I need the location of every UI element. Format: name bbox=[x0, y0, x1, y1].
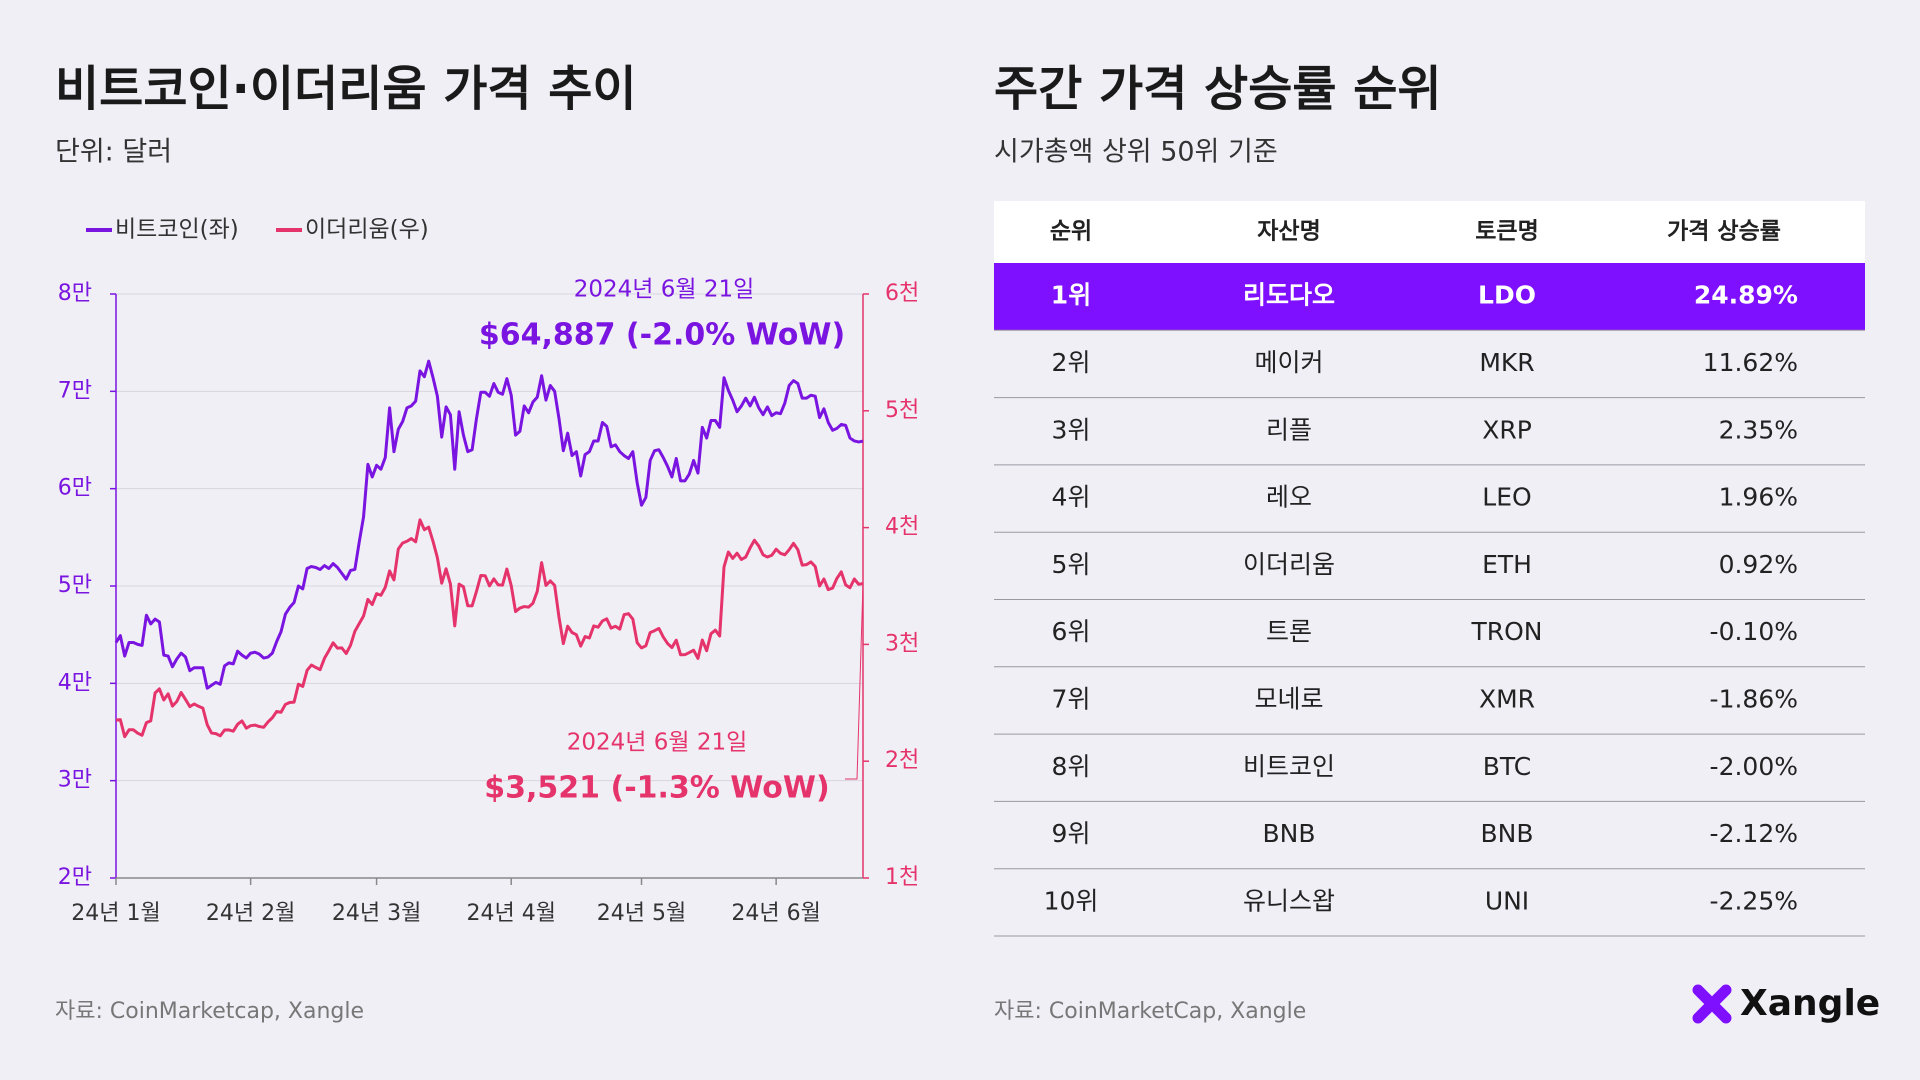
legend-label: 비트코인(좌) bbox=[115, 217, 239, 243]
table-cell: -2.12% bbox=[1710, 819, 1798, 848]
table-cell: 2.35% bbox=[1719, 415, 1798, 444]
chart-source: 자료: CoinMarketcap, Xangle bbox=[55, 999, 364, 1024]
table-cell: 9위 bbox=[1052, 819, 1091, 848]
table-cell: 4위 bbox=[1052, 483, 1091, 512]
table-cell: 11.62% bbox=[1703, 348, 1798, 377]
y2-tick-label: 2천 bbox=[885, 748, 919, 773]
y2-tick-label: 1천 bbox=[885, 865, 919, 890]
highlight-row bbox=[994, 263, 1865, 331]
chart-title: 비트코인·이더리움 가격 추이 bbox=[55, 61, 637, 117]
table-cell: 1.96% bbox=[1719, 483, 1798, 512]
column-header: 토큰명 bbox=[1475, 219, 1538, 245]
chart-subtitle: 단위: 달러 bbox=[55, 137, 172, 168]
table-cell: BNB bbox=[1262, 819, 1315, 848]
series-line bbox=[115, 518, 864, 739]
y-tick-label: 6만 bbox=[58, 476, 92, 501]
legend-label: 이더리움(우) bbox=[305, 217, 429, 243]
x-tick-label: 24년 4월 bbox=[466, 901, 555, 926]
annotation: $3,521 (-1.3% WoW) bbox=[484, 771, 829, 806]
table-source: 자료: CoinMarketCap, Xangle bbox=[994, 999, 1306, 1024]
table-cell: 3위 bbox=[1052, 415, 1091, 444]
column-header: 자산명 bbox=[1257, 219, 1320, 245]
logo-stroke bbox=[1692, 984, 1732, 1024]
table-cell: BNB bbox=[1480, 819, 1533, 848]
table-cell: 1위 bbox=[1051, 281, 1091, 310]
leader-line bbox=[845, 583, 864, 780]
table-cell: 비트코인 bbox=[1243, 752, 1335, 781]
logo-mark bbox=[1692, 984, 1732, 1024]
y-tick-label: 3만 bbox=[58, 768, 92, 793]
table-cell: -2.00% bbox=[1710, 752, 1798, 781]
table-cell: 2위 bbox=[1052, 348, 1091, 377]
table-cell: 이더리움 bbox=[1243, 550, 1335, 579]
table-cell: 유니스왑 bbox=[1243, 886, 1335, 915]
table-cell: 모네로 bbox=[1254, 684, 1323, 713]
table-cell: UNI bbox=[1485, 886, 1529, 915]
table-cell: 10위 bbox=[1044, 886, 1099, 915]
column-header: 가격 상승률 bbox=[1667, 219, 1781, 245]
table-cell: 메이커 bbox=[1254, 348, 1323, 377]
table-cell: 5위 bbox=[1052, 550, 1091, 579]
x-tick-label: 24년 1월 bbox=[71, 901, 160, 926]
table-cell: XMR bbox=[1479, 684, 1535, 713]
annotation: 2024년 6월 21일 bbox=[574, 277, 755, 303]
table-cell: -1.86% bbox=[1710, 684, 1798, 713]
y-tick-label: 7만 bbox=[58, 378, 92, 403]
y-tick-label: 8만 bbox=[58, 281, 92, 306]
y-tick-label: 4만 bbox=[58, 670, 92, 695]
x-tick-label: 24년 2월 bbox=[206, 901, 295, 926]
table-cell: 리플 bbox=[1266, 415, 1312, 444]
y2-tick-label: 3천 bbox=[885, 631, 919, 656]
table-cell: TRON bbox=[1470, 617, 1542, 646]
x-tick-label: 24년 5월 bbox=[597, 901, 686, 926]
series-line bbox=[114, 359, 864, 690]
annotation: $64,887 (-2.0% WoW) bbox=[479, 318, 845, 353]
table-cell: BTC bbox=[1483, 752, 1531, 781]
table-subtitle: 시가총액 상위 50위 기준 bbox=[994, 137, 1278, 168]
table-title: 주간 가격 상승률 순위 bbox=[994, 61, 1442, 117]
table-cell: LDO bbox=[1478, 281, 1536, 310]
table-cell: MKR bbox=[1479, 348, 1534, 377]
annotation: 2024년 6월 21일 bbox=[567, 730, 748, 756]
logo-text: Xangle bbox=[1740, 983, 1880, 1024]
x-tick-label: 24년 6월 bbox=[731, 901, 820, 926]
table-cell: 리도다오 bbox=[1243, 281, 1335, 310]
column-header: 순위 bbox=[1050, 219, 1092, 245]
table-cell: 8위 bbox=[1052, 752, 1091, 781]
y-tick-label: 5만 bbox=[58, 573, 92, 598]
table-header bbox=[994, 201, 1865, 263]
table-cell: 레오 bbox=[1266, 483, 1312, 512]
table-cell: 0.92% bbox=[1719, 550, 1798, 579]
table-cell: -0.10% bbox=[1710, 617, 1798, 646]
table-cell: 6위 bbox=[1052, 617, 1091, 646]
y2-tick-label: 4천 bbox=[885, 515, 919, 540]
table-cell: -2.25% bbox=[1710, 886, 1798, 915]
table-cell: XRP bbox=[1482, 415, 1532, 444]
table-cell: 7위 bbox=[1052, 684, 1091, 713]
table-cell: LEO bbox=[1482, 483, 1531, 512]
x-tick-label: 24년 3월 bbox=[332, 901, 421, 926]
y-tick-label: 2만 bbox=[58, 865, 92, 890]
y2-tick-label: 5천 bbox=[885, 398, 919, 423]
table-cell: 트론 bbox=[1266, 617, 1312, 646]
table-cell: 24.89% bbox=[1694, 281, 1798, 310]
table-cell: ETH bbox=[1482, 550, 1532, 579]
y2-tick-label: 6천 bbox=[885, 281, 919, 306]
